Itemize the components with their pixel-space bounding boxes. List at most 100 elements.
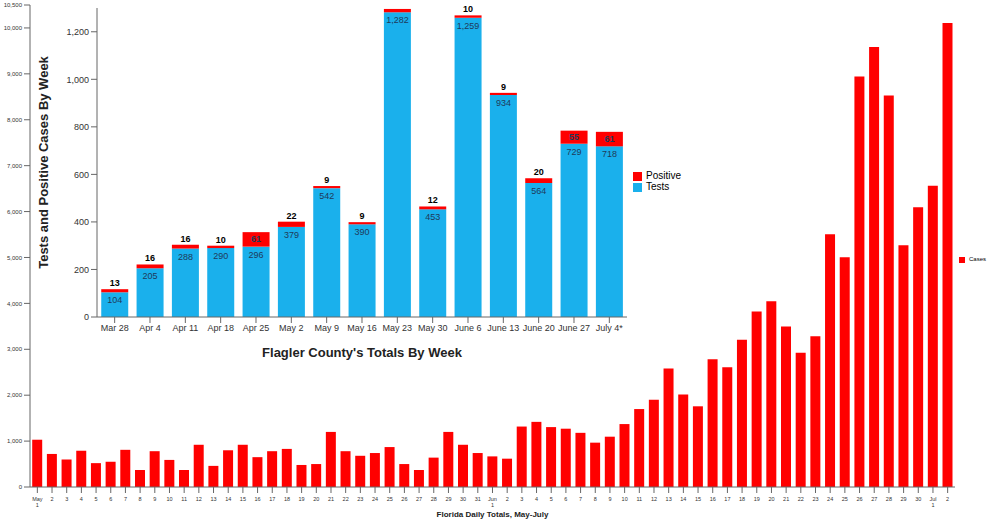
svg-text:14: 14	[225, 496, 231, 502]
svg-text:June 13: June 13	[487, 323, 519, 333]
svg-text:Apr 25: Apr 25	[243, 323, 270, 333]
svg-text:12: 12	[196, 496, 202, 502]
svg-text:16: 16	[180, 234, 190, 244]
svg-text:934: 934	[496, 98, 511, 108]
svg-text:5: 5	[95, 496, 98, 502]
svg-text:11: 11	[636, 496, 642, 502]
svg-text:Apr 4: Apr 4	[139, 323, 161, 333]
svg-text:June 20: June 20	[523, 323, 555, 333]
svg-text:8: 8	[139, 496, 142, 502]
svg-text:Tests and Positive Cases By We: Tests and Positive Cases By Week	[36, 55, 51, 268]
svg-text:21: 21	[328, 496, 334, 502]
svg-text:16: 16	[145, 253, 155, 263]
svg-text:10: 10	[463, 4, 473, 14]
svg-text:9: 9	[153, 496, 156, 502]
svg-text:379: 379	[284, 230, 299, 240]
svg-text:24: 24	[827, 496, 833, 502]
svg-text:17: 17	[724, 496, 730, 502]
svg-text:0: 0	[84, 312, 89, 322]
svg-text:9: 9	[360, 211, 365, 221]
svg-text:2,000: 2,000	[8, 392, 23, 398]
svg-text:453: 453	[425, 212, 440, 222]
svg-text:11: 11	[181, 496, 187, 502]
svg-text:Apr 11: Apr 11	[172, 323, 198, 333]
svg-text:18: 18	[739, 496, 745, 502]
svg-text:564: 564	[531, 186, 546, 196]
svg-text:800: 800	[74, 122, 89, 132]
svg-text:1,282: 1,282	[386, 15, 409, 25]
svg-text:30: 30	[915, 496, 921, 502]
svg-text:29: 29	[445, 496, 451, 502]
svg-text:1,200: 1,200	[66, 27, 89, 37]
svg-text:25: 25	[842, 496, 848, 502]
svg-text:8: 8	[594, 496, 597, 502]
svg-text:12: 12	[428, 195, 438, 205]
svg-text:10: 10	[216, 235, 226, 245]
svg-text:26: 26	[856, 496, 862, 502]
svg-text:17: 17	[269, 496, 275, 502]
svg-text:3: 3	[520, 496, 523, 502]
svg-text:2: 2	[506, 496, 509, 502]
svg-text:5: 5	[550, 496, 553, 502]
svg-text:6: 6	[564, 496, 567, 502]
svg-text:1,259: 1,259	[457, 21, 480, 31]
svg-text:1,000: 1,000	[66, 75, 89, 85]
svg-text:6,000: 6,000	[8, 209, 23, 215]
svg-text:9: 9	[608, 496, 611, 502]
svg-text:6: 6	[109, 496, 112, 502]
svg-text:20: 20	[313, 496, 319, 502]
svg-text:13: 13	[666, 496, 672, 502]
svg-text:July 4*: July 4*	[596, 323, 624, 333]
svg-text:5,000: 5,000	[8, 255, 23, 261]
svg-text:Jun1: Jun1	[488, 496, 497, 508]
svg-text:27: 27	[871, 496, 877, 502]
svg-text:May 2: May 2	[279, 323, 304, 333]
svg-text:June 27: June 27	[558, 323, 590, 333]
svg-text:7: 7	[124, 496, 127, 502]
svg-text:21: 21	[783, 496, 789, 502]
svg-text:May 23: May 23	[383, 323, 413, 333]
svg-text:23: 23	[812, 496, 818, 502]
svg-text:May1: May1	[32, 496, 43, 508]
svg-text:28: 28	[886, 496, 892, 502]
svg-text:Flagler County's Totals By Wee: Flagler County's Totals By Week	[262, 345, 463, 360]
svg-text:0: 0	[19, 484, 23, 490]
svg-text:718: 718	[602, 149, 617, 159]
svg-text:20: 20	[768, 496, 774, 502]
svg-text:16: 16	[710, 496, 716, 502]
svg-text:Mar 28: Mar 28	[101, 323, 129, 333]
svg-text:27: 27	[416, 496, 422, 502]
svg-text:Apr 18: Apr 18	[207, 323, 234, 333]
svg-text:3,000: 3,000	[8, 346, 23, 352]
svg-text:390: 390	[355, 227, 370, 237]
svg-text:61: 61	[604, 134, 614, 144]
svg-text:400: 400	[74, 217, 89, 227]
svg-text:600: 600	[74, 170, 89, 180]
svg-text:200: 200	[74, 265, 89, 275]
svg-text:22: 22	[286, 211, 296, 221]
svg-text:14: 14	[680, 496, 686, 502]
svg-text:16: 16	[255, 496, 261, 502]
svg-text:55: 55	[569, 132, 579, 142]
svg-text:3: 3	[65, 496, 68, 502]
svg-text:8,000: 8,000	[8, 117, 23, 123]
svg-text:12: 12	[651, 496, 657, 502]
svg-text:19: 19	[754, 496, 760, 502]
svg-text:10,500: 10,500	[8, 2, 23, 8]
svg-text:Jul1: Jul1	[929, 496, 936, 508]
svg-text:288: 288	[178, 252, 193, 262]
svg-text:22: 22	[798, 496, 804, 502]
svg-text:15: 15	[240, 496, 246, 502]
svg-text:542: 542	[319, 191, 334, 201]
svg-text:May 9: May 9	[314, 323, 339, 333]
svg-text:June 6: June 6	[454, 323, 481, 333]
svg-text:9: 9	[324, 175, 329, 185]
svg-text:1,000: 1,000	[8, 438, 23, 444]
svg-text:61: 61	[251, 234, 261, 244]
svg-text:18: 18	[284, 496, 290, 502]
svg-text:13: 13	[210, 496, 216, 502]
svg-text:205: 205	[143, 271, 158, 281]
svg-text:28: 28	[431, 496, 437, 502]
svg-text:May 16: May 16	[347, 323, 377, 333]
svg-text:296: 296	[249, 250, 264, 260]
